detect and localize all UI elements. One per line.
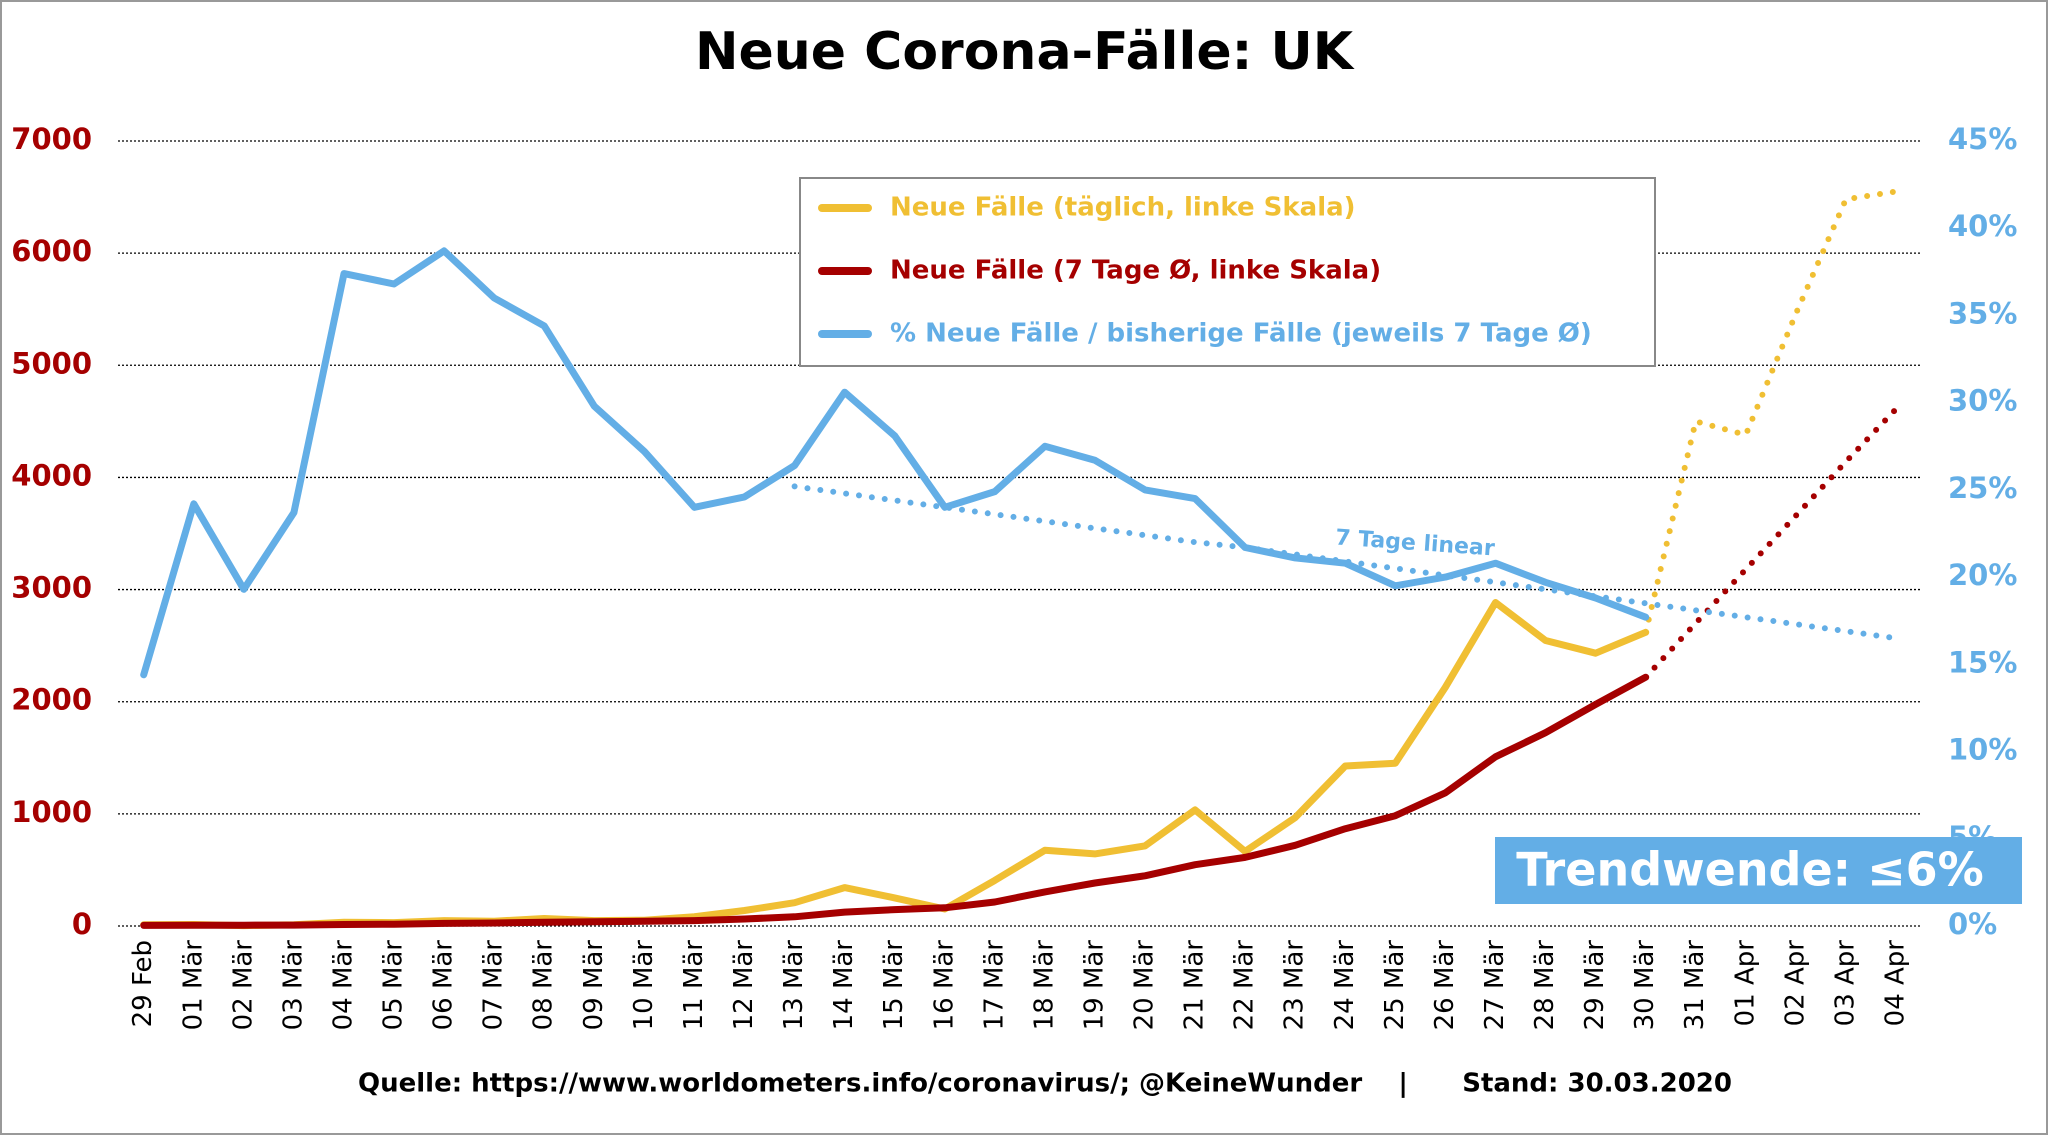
x-tick-label: 07 Mär: [479, 940, 509, 1031]
annotation-box: [1495, 837, 2022, 904]
y2-tick-label: 25%: [1948, 471, 2017, 505]
x-tick-label: 27 Mär: [1480, 940, 1510, 1031]
y-tick-label: 6000: [11, 234, 92, 268]
x-tick-label: 31 Mär: [1680, 940, 1710, 1031]
y-tick-label: 5000: [11, 346, 92, 380]
y2-tick-label: 0%: [1948, 907, 1997, 941]
x-tick-label: 29 Mär: [1580, 940, 1610, 1031]
x-tick-label: 22 Mär: [1230, 940, 1260, 1031]
x-tick-label: 06 Mär: [429, 940, 459, 1031]
x-tick-label: 05 Mär: [379, 940, 409, 1031]
y-tick-label: 1000: [11, 795, 92, 829]
x-tick-label: 20 Mär: [1130, 940, 1160, 1031]
y2-tick-label: 10%: [1948, 733, 2017, 767]
x-tick-label: 15 Mär: [879, 940, 909, 1031]
series-line: [140, 247, 1650, 679]
x-tick-label: 14 Mär: [829, 940, 859, 1031]
x-tick-label: 04 Mär: [328, 940, 358, 1031]
y2-tick-label: 45%: [1948, 122, 2017, 156]
y-tick-label: 2000: [11, 683, 92, 717]
x-tick-label: 10 Mär: [629, 940, 659, 1031]
y-tick-label: 7000: [11, 122, 92, 156]
x-tick-label: 30 Mär: [1630, 940, 1660, 1031]
x-tick-label: 02 Mär: [228, 940, 258, 1031]
legend-label: Neue Fälle (7 Tage Ø, linke Skala): [890, 256, 1381, 286]
x-tick-label: 11 Mär: [679, 940, 709, 1031]
x-tick-label: 08 Mär: [529, 940, 559, 1031]
chart-title: Neue Corona-Fälle: UK: [695, 22, 1355, 82]
x-tick-label: 26 Mär: [1430, 940, 1460, 1031]
x-tick-label: 28 Mär: [1530, 940, 1560, 1031]
legend-label: % Neue Fälle / bisherige Fälle (jeweils …: [890, 319, 1592, 349]
legend-box: [799, 177, 1656, 367]
x-tick-label: 25 Mär: [1380, 940, 1410, 1031]
x-tick-label: 03 Apr: [1830, 940, 1860, 1027]
x-tick-label: 01 Mär: [178, 940, 208, 1031]
x-tick-label: 23 Mär: [1280, 940, 1310, 1031]
x-tick-label: 24 Mär: [1330, 940, 1360, 1031]
y2-tick-label: 35%: [1948, 296, 2017, 330]
y-tick-label: 0: [72, 907, 92, 941]
series-line: [140, 673, 1650, 929]
x-tick-label: 03 Mär: [278, 940, 308, 1031]
x-tick-label: 04 Apr: [1881, 940, 1911, 1027]
x-tick-label: 01 Apr: [1730, 940, 1760, 1027]
y2-tick-label: 30%: [1948, 384, 2017, 418]
legend-label: Neue Fälle (täglich, linke Skala): [890, 193, 1356, 223]
y2-tick-label: 40%: [1948, 209, 2017, 243]
x-tick-label: 21 Mär: [1180, 940, 1210, 1031]
x-tick-label: 19 Mär: [1079, 940, 1109, 1031]
x-tick-label: 18 Mär: [1029, 940, 1059, 1031]
legend: Neue Fälle (täglich, linke Skala) Neue Fä…: [799, 177, 1656, 367]
y2-tick-label: 15%: [1948, 645, 2017, 679]
x-tick-label: 02 Apr: [1780, 940, 1810, 1027]
projection-line: [1642, 188, 1899, 636]
y-tick-label: 4000: [11, 458, 92, 492]
x-tick-label: 09 Mär: [579, 940, 609, 1031]
y-tick-label: 3000: [11, 571, 92, 605]
x-tick-label: 13 Mär: [779, 940, 809, 1031]
x-tick-label: 16 Mär: [929, 940, 959, 1031]
x-tick-label: 29 Feb: [128, 940, 158, 1027]
y2-tick-label: 20%: [1948, 558, 2017, 592]
x-tick-label: 12 Mär: [729, 940, 759, 1031]
projection-line: [1642, 406, 1899, 681]
source: Quelle: https://www.worldometers.info/co…: [358, 1069, 1732, 1099]
x-tick-label: 17 Mär: [979, 940, 1009, 1031]
annotation: Trendwende: ≤6%: [1516, 843, 1984, 897]
